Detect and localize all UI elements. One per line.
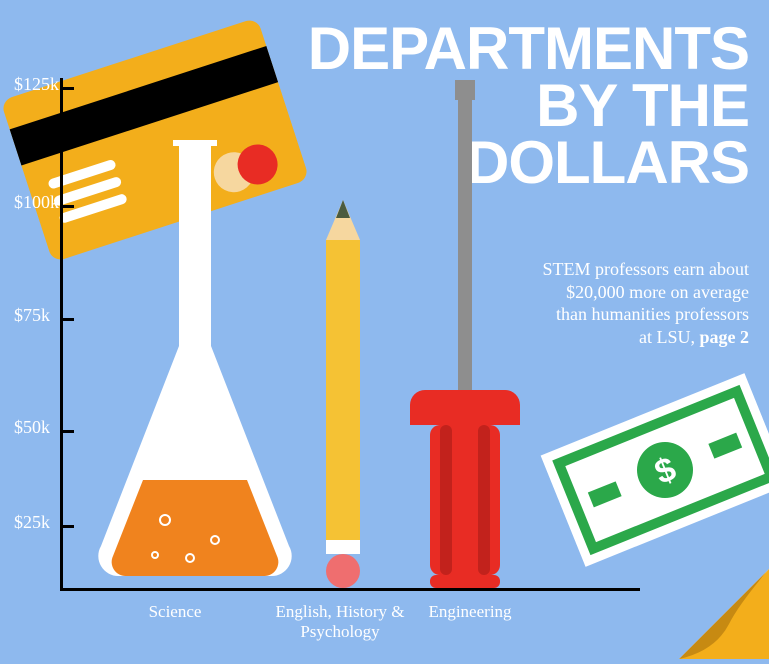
subtitle-prefix: at LSU,	[639, 327, 700, 347]
flask-icon	[95, 140, 295, 593]
x-axis-label: Engineering	[390, 602, 550, 622]
subtitle-line2: $20,000 more on average	[543, 281, 749, 304]
y-axis	[60, 78, 63, 588]
screwdriver-icon	[410, 80, 520, 593]
subtitle-line1: STEM professors earn about	[543, 258, 749, 281]
y-tick	[60, 525, 74, 528]
headline: DEPARTMENTS BY THE DOLLARS	[308, 20, 749, 191]
headline-line3: DOLLARS	[308, 134, 749, 191]
dollar-bill-icon: $	[555, 370, 769, 575]
x-axis	[60, 588, 640, 591]
y-axis-label: $75k	[14, 305, 50, 326]
headline-line2: BY THE	[308, 77, 749, 134]
infographic-canvas: DEPARTMENTS BY THE DOLLARS STEM professo…	[0, 0, 769, 664]
page-curl-icon	[679, 569, 769, 664]
subtitle-line3: than humanities professors	[543, 303, 749, 326]
y-tick	[60, 205, 74, 208]
y-axis-label: $100k	[14, 192, 59, 213]
x-axis-label: Science	[95, 602, 255, 622]
y-axis-label: $125k	[14, 74, 59, 95]
pencil-icon	[318, 200, 368, 593]
y-axis-label: $25k	[14, 512, 50, 533]
y-tick	[60, 430, 74, 433]
y-tick	[60, 318, 74, 321]
subtitle: STEM professors earn about $20,000 more …	[543, 258, 749, 348]
y-axis-label: $50k	[14, 417, 50, 438]
y-tick	[60, 87, 74, 90]
headline-line1: DEPARTMENTS	[308, 20, 749, 77]
